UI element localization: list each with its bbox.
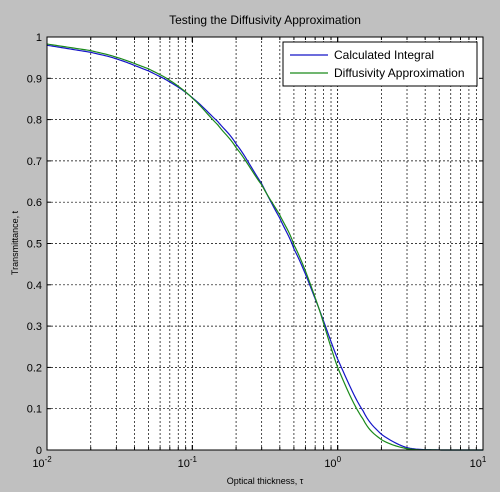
legend-label-calculated-integral: Calculated Integral <box>334 48 434 62</box>
legend-box <box>282 41 478 87</box>
x-tick-labels: 10-2 10-1 100 101 <box>32 455 487 470</box>
y-tick-label: 0.3 <box>27 321 42 333</box>
series-line-diffusivity-approximation <box>46 43 483 451</box>
chart-title: Testing the Diffusivity Approximation <box>169 13 361 27</box>
y-tick-label: 0.1 <box>27 404 42 416</box>
x-tick-label: 100 <box>324 455 341 470</box>
y-tick-label: 0.7 <box>27 156 42 168</box>
y-tick-label: 0.2 <box>27 362 42 374</box>
grid-lines <box>47 37 483 450</box>
legend: Calculated Integral Diffusivity Approxim… <box>282 41 478 87</box>
x-axis-label: Optical thickness, τ <box>227 476 304 486</box>
x-tick-label: 101 <box>470 455 487 470</box>
x-tick-label: 10-2 <box>32 455 52 470</box>
y-tick-label: 0.9 <box>27 73 42 85</box>
y-tick-label: 0.4 <box>27 280 42 292</box>
y-tick-label: 0.8 <box>27 115 42 127</box>
y-tick-labels: 0 0.1 0.2 0.3 0.4 0.5 0.6 0.7 0.8 0.9 1 <box>27 32 42 457</box>
series-lines <box>46 43 483 451</box>
y-tick-label: 1 <box>36 32 42 44</box>
legend-label-diffusivity-approximation: Diffusivity Approximation <box>334 66 465 80</box>
y-tick-label: 0.5 <box>27 239 42 251</box>
y-tick-label: 0.6 <box>27 197 42 209</box>
plot-frame <box>46 36 484 451</box>
x-tick-label: 10-1 <box>178 455 198 470</box>
y-tick-label: 0 <box>36 445 42 457</box>
y-axis-label: Transmittance, t <box>10 210 20 275</box>
